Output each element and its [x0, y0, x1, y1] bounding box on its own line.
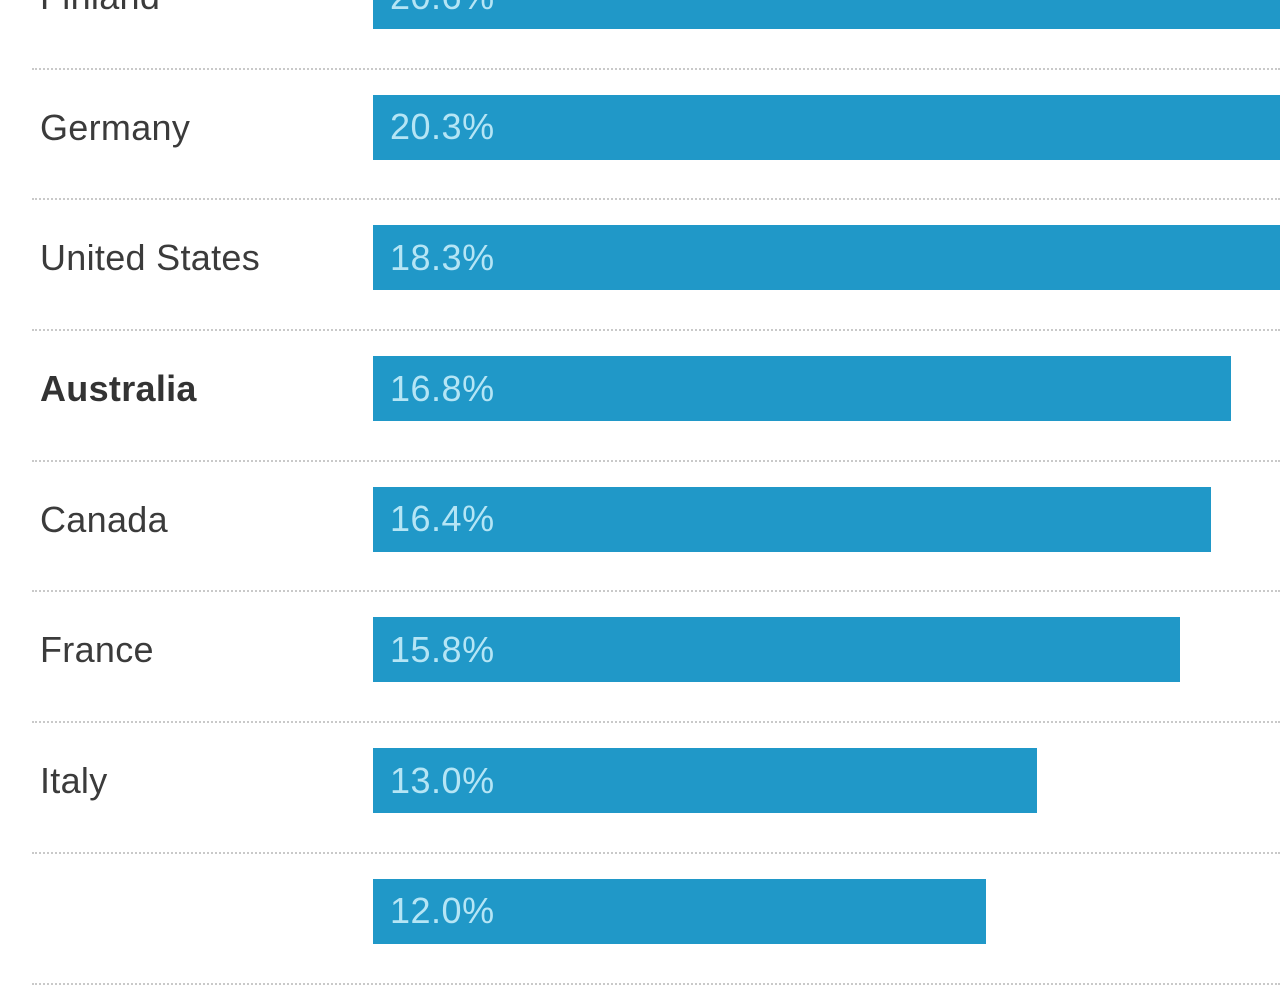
chart-row-inner: 12.0% [0, 878, 1280, 944]
chart-row: 12.0% [0, 878, 1280, 985]
value-bar: 12.0% [373, 878, 986, 944]
value-bar: 20.3% [373, 94, 1280, 160]
chart-row-inner: France 15.8% [0, 617, 1280, 683]
chart-row-inner: United States 18.3% [0, 225, 1280, 291]
chart-row-inner: Australia 16.8% [0, 356, 1280, 422]
chart-row: United States 18.3% [0, 225, 1280, 331]
value-label: 12.0% [390, 890, 495, 932]
country-label: Italy [40, 760, 108, 802]
chart-row-inner: Finland 20.6% [0, 0, 1280, 29]
country-label: France [40, 629, 154, 671]
chart-row: Germany 20.3% [0, 94, 1280, 201]
chart-row: Australia 16.8% [0, 356, 1280, 462]
value-bar: 16.4% [373, 486, 1211, 552]
chart-row: Italy 13.0% [0, 748, 1280, 854]
country-label: Australia [40, 367, 197, 409]
value-bar: 13.0% [373, 748, 1038, 814]
chart-row: Finland 20.6% [0, 0, 1280, 70]
country-label: United States [40, 237, 261, 279]
value-label: 18.3% [390, 236, 495, 278]
value-label: 13.0% [390, 759, 495, 801]
chart-row: Canada 16.4% [0, 486, 1280, 593]
chart-row-inner: Italy 13.0% [0, 748, 1280, 814]
value-label: 20.6% [373, 0, 495, 18]
country-label: Canada [40, 498, 168, 540]
value-bar: 18.3% [373, 225, 1280, 291]
value-bar: 20.6% [373, 0, 1280, 29]
value-bar: 15.8% [373, 617, 1181, 683]
chart-row: France 15.8% [0, 617, 1280, 723]
country-label: Finland [0, 0, 373, 18]
value-bar: 16.8% [373, 356, 1232, 422]
chart-row-inner: Canada 16.4% [0, 486, 1280, 552]
value-label: 15.8% [390, 628, 495, 670]
value-label: 20.3% [390, 106, 495, 148]
value-label: 16.4% [390, 498, 495, 540]
chart-row-inner: Germany 20.3% [0, 94, 1280, 160]
country-label: Germany [40, 106, 191, 148]
value-label: 16.8% [390, 367, 495, 409]
